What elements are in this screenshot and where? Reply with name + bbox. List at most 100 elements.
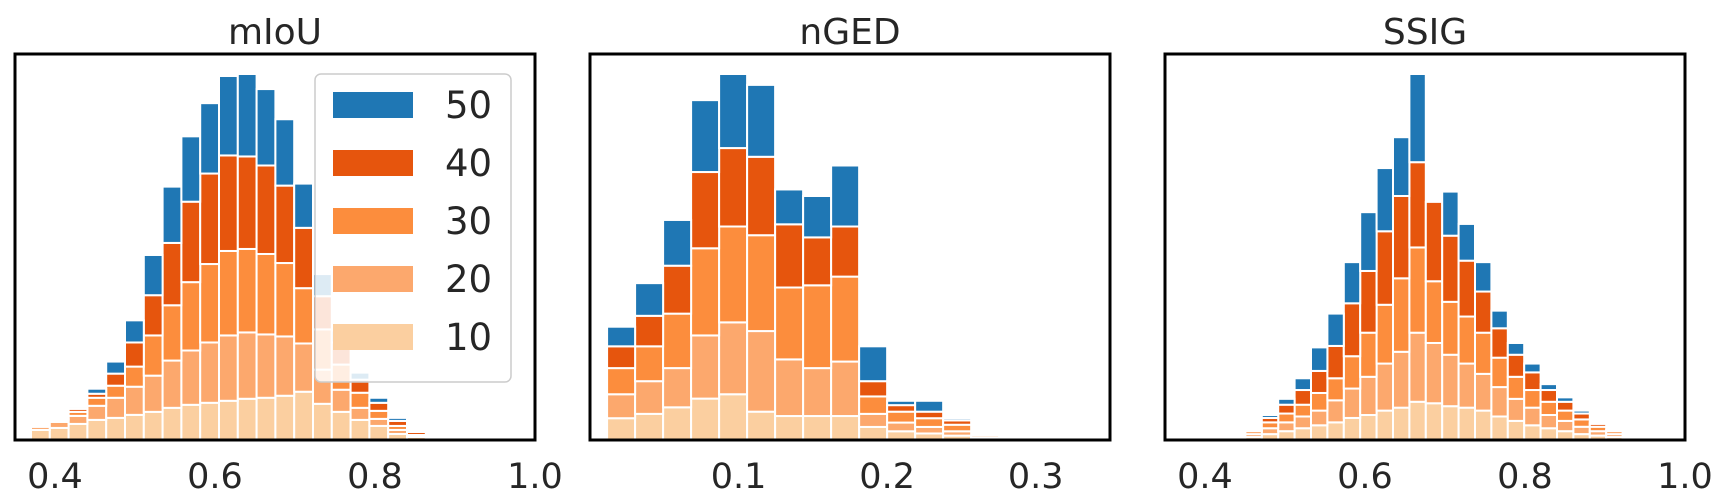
- bar-nged-s30-b5: [746, 234, 777, 333]
- bar-ssig-s50-b19: [1539, 383, 1558, 392]
- bar-ssig-s20-b11: [1408, 331, 1427, 403]
- bar-nged-s50-b11: [914, 399, 945, 413]
- tick-label-ssig-2: 0.8: [1497, 457, 1553, 497]
- legend-label-40: 40: [445, 142, 492, 185]
- bar-miou-s50-b2: [67, 405, 89, 410]
- bar-ssig-s20-b13: [1441, 353, 1460, 408]
- bar-miou-s50-b11: [236, 73, 258, 158]
- legend-label-20: 20: [445, 258, 492, 301]
- bar-miou-s50-b14: [293, 182, 315, 229]
- bar-ssig-s10-b12: [1424, 402, 1444, 441]
- bar-miou-s50-b6: [142, 253, 164, 297]
- bar-miou-s20-b6: [142, 374, 164, 413]
- bar-ssig-s50-b11: [1408, 73, 1427, 164]
- bar-nged-s10-b4: [718, 393, 749, 441]
- bar-miou-s50-b1: [48, 416, 70, 420]
- bar-nged-s30-b7: [802, 284, 833, 370]
- bar-miou-s30-b7: [161, 304, 183, 362]
- tick-label-ssig-3: 1.0: [1657, 457, 1713, 497]
- bar-ssig-s40-b6: [1326, 344, 1345, 380]
- bar-nged-s20-b6: [774, 358, 805, 418]
- tick-label-miou-1: 0.6: [187, 457, 243, 497]
- bar-miou-s20-b2: [67, 414, 89, 425]
- bar-ssig-s40-b15: [1474, 290, 1493, 334]
- bar-nged-s10-b5: [746, 410, 777, 441]
- bar-nged-s30-b8: [830, 275, 861, 363]
- bar-ssig-s20-b3: [1277, 421, 1296, 433]
- legend-swatch-40: [333, 150, 413, 176]
- bar-ssig-s20-b14: [1457, 362, 1476, 409]
- bar-ssig-s50-b3: [1277, 397, 1296, 406]
- bar-ssig-s10-b19: [1539, 427, 1558, 441]
- bar-ssig-s30-b6: [1326, 377, 1345, 402]
- bar-nged-s40-b7: [802, 236, 833, 287]
- bar-nged-s50-b12: [942, 417, 973, 422]
- bar-nged-s20-b5: [746, 330, 777, 413]
- bar-nged-s10-b7: [802, 415, 833, 442]
- bar-ssig-s30-b20: [1556, 409, 1575, 422]
- bar-nged-s10-b9: [858, 425, 889, 441]
- bar-miou-s50-b12: [255, 88, 277, 167]
- bar-nged-s50-b3: [690, 99, 721, 174]
- bar-nged-s40-b5: [746, 155, 777, 237]
- bar-nged-s50-b4: [718, 73, 749, 150]
- bar-miou-s10-b4: [105, 416, 126, 442]
- bar-miou-s10-b8: [180, 403, 202, 441]
- bar-nged-s20-b13: [970, 434, 1001, 439]
- legend-swatch-50: [333, 92, 413, 118]
- bar-miou-s40-b4: [105, 372, 126, 387]
- bar-ssig-s20-b17: [1506, 397, 1526, 422]
- bar-ssig-s10-b14: [1457, 406, 1476, 442]
- bar-ssig-s30-b11: [1408, 246, 1427, 334]
- bar-ssig-s40-b17: [1506, 353, 1526, 378]
- bar-miou-s30-b17: [349, 391, 371, 409]
- bar-miou-s30-b12: [255, 252, 277, 336]
- bar-miou-s40-b18: [368, 401, 390, 412]
- bar-ssig-s40-b13: [1441, 234, 1460, 303]
- tick-label-ssig-0: 0.4: [1177, 457, 1233, 497]
- bar-ssig-s50-b17: [1506, 341, 1526, 356]
- bar-ssig-s20-b15: [1474, 372, 1493, 412]
- bar-miou-s30-b10: [218, 249, 239, 337]
- bar-nged-s40-b1: [634, 314, 665, 348]
- bar-ssig-s40-b23: [1605, 428, 1624, 433]
- bar-nged-s20-b9: [858, 412, 889, 428]
- bar-ssig-s20-b18: [1523, 406, 1542, 427]
- bar-nged-s20-b7: [802, 367, 833, 418]
- bar-ssig-s30-b14: [1457, 315, 1476, 365]
- bar-miou-s20-b11: [236, 331, 258, 400]
- bar-nged-s30-b2: [662, 312, 693, 370]
- bar-ssig-s30-b19: [1539, 400, 1558, 417]
- bar-miou-s20-b3: [86, 404, 108, 421]
- bar-miou-s50-b4: [105, 360, 126, 375]
- bar-miou-s30-b14: [293, 287, 315, 345]
- bar-ssig-s50-b20: [1556, 396, 1575, 403]
- bar-miou-s40-b13: [274, 184, 296, 265]
- bar-miou-s30-b6: [142, 334, 164, 377]
- chart-title-nged: nGED: [799, 12, 900, 53]
- bar-ssig-s50-b5: [1310, 346, 1329, 372]
- bar-ssig-s30-b16: [1490, 356, 1509, 389]
- bar-ssig-s50-b15: [1474, 261, 1493, 293]
- bar-miou-s40-b5: [124, 341, 145, 368]
- bar-miou-s50-b9: [199, 102, 220, 175]
- plot-frame-ssig: [1163, 52, 1687, 442]
- bar-miou-s20-b7: [161, 359, 183, 409]
- bar-ssig-s30-b3: [1277, 412, 1296, 424]
- panel-nged: nGED 0.1 0.2 0.3: [588, 12, 1112, 497]
- bar-nged-s50-b0: [606, 325, 637, 348]
- bar-nged-s30-b1: [634, 345, 665, 383]
- bar-ssig-s30-b7: [1342, 355, 1362, 390]
- plot-frame-nged: [588, 52, 1112, 442]
- bar-nged-s40-b8: [830, 225, 861, 278]
- bars-miou: [30, 73, 446, 442]
- bar-nged-s30-b6: [774, 286, 805, 361]
- bar-nged-s40-b0: [606, 345, 637, 370]
- bar-ssig-s30-b8: [1359, 331, 1378, 378]
- bar-ssig-s40-b16: [1490, 327, 1509, 359]
- bar-nged-s10-b6: [774, 415, 805, 442]
- bar-ssig-s50-b4: [1293, 377, 1312, 392]
- bar-miou-s10-b14: [293, 390, 315, 441]
- bar-ssig-s50-b7: [1342, 261, 1362, 305]
- bar-ssig-s10-b5: [1310, 424, 1329, 441]
